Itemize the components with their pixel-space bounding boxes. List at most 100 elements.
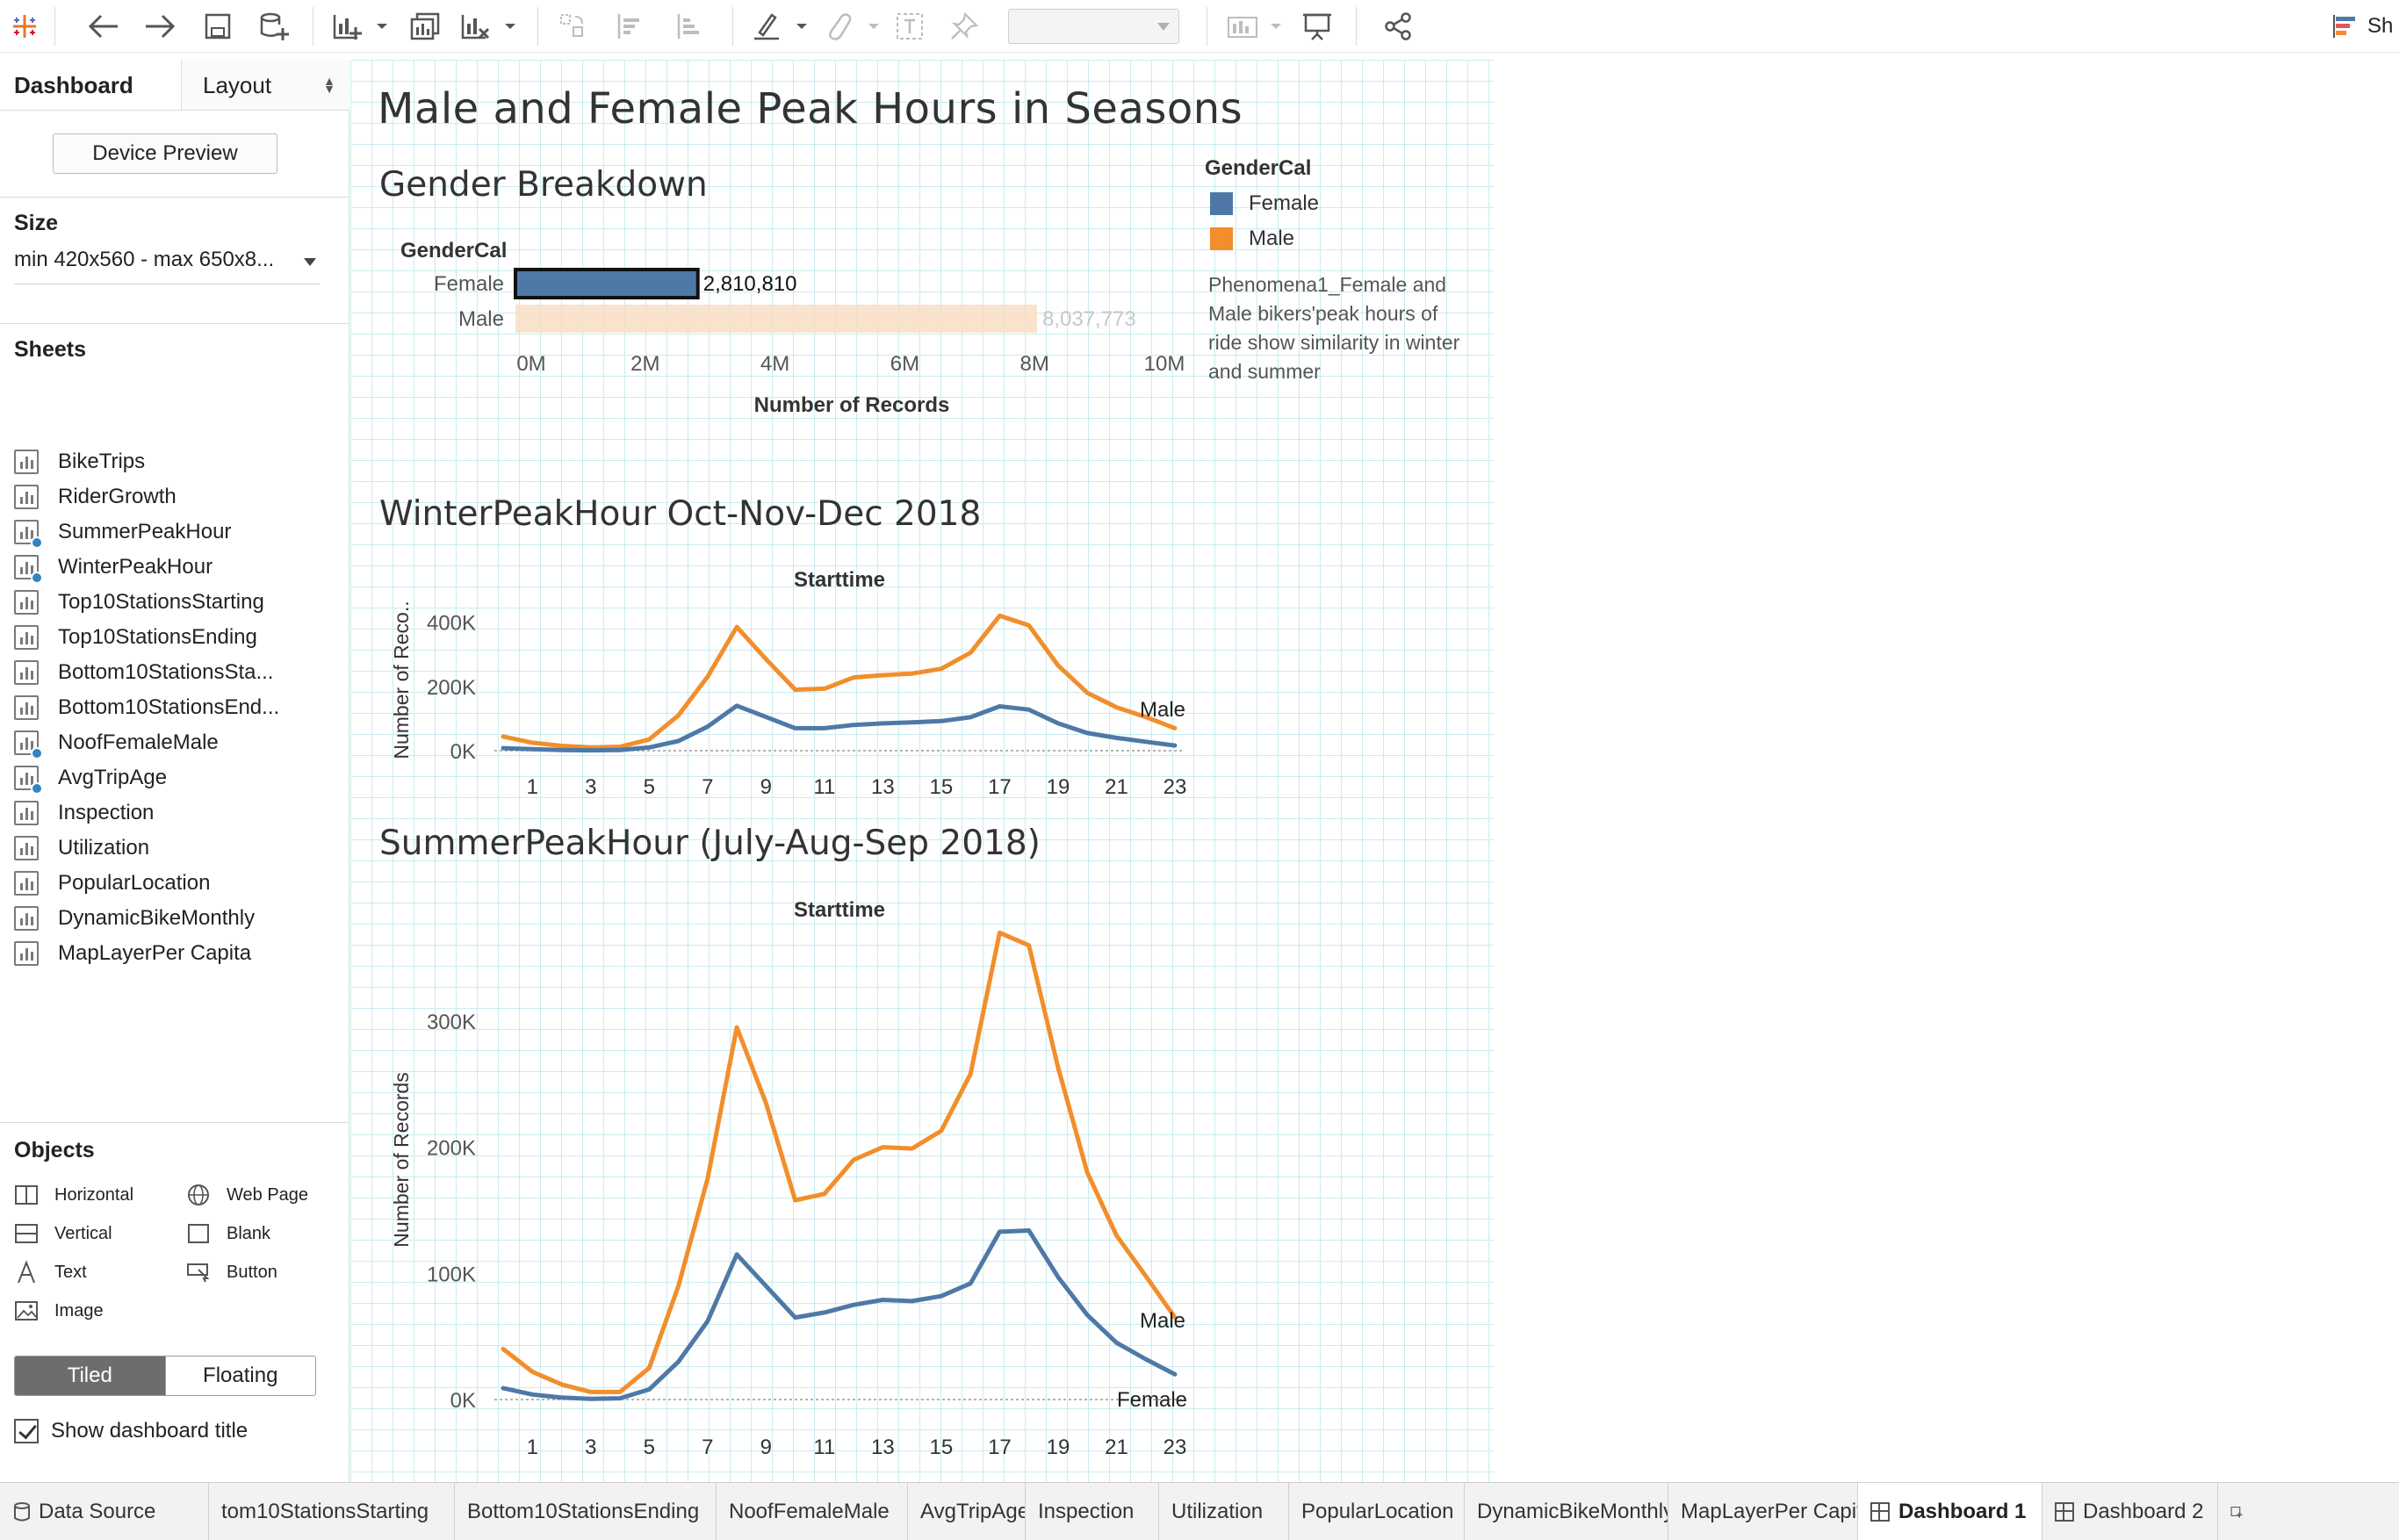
sheet-tab[interactable]: DynamicBikeMonthly — [1465, 1483, 1668, 1540]
worksheet-icon — [14, 801, 39, 825]
new-worksheet-icon[interactable] — [328, 7, 395, 46]
object-label: Image — [54, 1300, 104, 1321]
sheet-tab[interactable]: tom10StationsStarting — [209, 1483, 455, 1540]
sheet-tab[interactable]: NoofFemaleMale — [717, 1483, 908, 1540]
series-line-female — [501, 1228, 1178, 1401]
tableau-logo-icon[interactable] — [5, 7, 44, 46]
sheet-item[interactable]: Utilization — [14, 832, 149, 864]
sheet-tab[interactable]: Dashboard 1 — [1858, 1483, 2042, 1540]
sheet-tab-label: NoofFemaleMale — [729, 1500, 890, 1523]
sheet-item[interactable]: NoofFemaleMale — [14, 727, 219, 759]
sheet-tab-label: Dashboard 2 — [2083, 1500, 2204, 1523]
y-axis-title: Number of Records — [390, 1072, 413, 1247]
legend-item-female[interactable]: Female — [1210, 191, 1319, 216]
forward-arrow-icon[interactable] — [140, 7, 179, 46]
dashboard-title: Male and Female Peak Hours in Seasons — [378, 84, 1243, 133]
x-tick-label: 5 — [644, 775, 655, 799]
x-tick-label: 23 — [1163, 775, 1187, 799]
sheet-item[interactable]: Inspection — [14, 797, 154, 829]
show-me-bars-icon — [2333, 15, 2355, 38]
sheet-item[interactable]: DynamicBikeMonthly — [14, 903, 255, 934]
sheet-item[interactable]: Bottom10StationsSta... — [14, 657, 273, 688]
show-title-checkbox[interactable] — [14, 1419, 39, 1443]
y-tick-label: 200K — [427, 1137, 476, 1161]
sheet-tabs-bar: Data Source tom10StationsStarting Bottom10… — [0, 1482, 2399, 1540]
tab-dashboard[interactable]: Dashboard — [14, 72, 133, 98]
sheet-item[interactable]: SummerPeakHour — [14, 516, 232, 549]
object-image[interactable]: Image — [14, 1296, 104, 1326]
size-dropdown[interactable]: min 420x560 - max 650x8... — [14, 248, 320, 284]
sort-descending-icon — [669, 7, 708, 46]
sheet-tab[interactable]: Bottom10StationsEnding — [455, 1483, 717, 1540]
empty-area — [1494, 60, 2399, 1482]
device-preview-button[interactable]: Device Preview — [53, 133, 277, 174]
bar-x-tick: 0M — [516, 352, 545, 376]
object-vertical[interactable]: Vertical — [14, 1219, 112, 1249]
clear-sheet-icon[interactable] — [457, 7, 523, 46]
sheet-item[interactable]: Bottom10StationsEnd... — [14, 692, 279, 723]
sheet-item[interactable]: Top10StationsStarting — [14, 586, 264, 618]
sheet-tab[interactable]: Dashboard 2 — [2042, 1483, 2218, 1540]
new-sheet-button[interactable] — [2218, 1483, 2255, 1540]
share-icon[interactable] — [1379, 7, 1417, 46]
fit-dropdown[interactable] — [1008, 9, 1179, 44]
sheet-label: Utilization — [58, 836, 150, 860]
sheet-tab[interactable]: Utilization — [1159, 1483, 1289, 1540]
object-web-page[interactable]: Web Page — [186, 1180, 308, 1210]
sheet-tab[interactable]: Data Source — [0, 1483, 209, 1540]
y-tick-label: 300K — [427, 1011, 476, 1034]
new-data-source-icon[interactable] — [255, 7, 293, 46]
sheet-tab[interactable]: AvgTripAge — [908, 1483, 1026, 1540]
object-blank[interactable]: Blank — [186, 1219, 270, 1249]
attach-clip-icon — [820, 7, 887, 46]
sheet-item[interactable]: BikeTrips — [14, 446, 145, 478]
legend-item-male[interactable]: Male — [1210, 227, 1294, 251]
bar-category-label: Male — [458, 307, 504, 331]
sheet-label: BikeTrips — [58, 450, 146, 473]
highlight-pen-icon[interactable] — [748, 7, 815, 46]
bar-row-header: GenderCal — [400, 239, 507, 263]
sheet-label: SummerPeakHour — [58, 520, 232, 543]
object-label: Blank — [227, 1223, 271, 1243]
worksheet-icon — [14, 555, 43, 584]
sheet-item[interactable]: RiderGrowth — [14, 481, 177, 513]
sheet-label: WinterPeakHour — [58, 555, 213, 579]
tiled-button[interactable]: Tiled — [15, 1356, 165, 1395]
sheet-tab[interactable]: MapLayerPer Capita — [1668, 1483, 1858, 1540]
worksheet-icon — [14, 906, 39, 931]
chevron-down-icon — [304, 258, 316, 266]
summer-end-label-female: Female — [1117, 1388, 1187, 1412]
sheet-item[interactable]: PopularLocation — [14, 867, 210, 899]
object-label: Button — [227, 1262, 277, 1282]
sheet-label: PopularLocation — [58, 871, 211, 895]
show-me-button[interactable]: Sh — [2332, 11, 2393, 42]
floating-button[interactable]: Floating — [164, 1356, 315, 1395]
object-label: Web Page — [227, 1184, 309, 1205]
summer-end-label-male: Male — [1140, 1309, 1185, 1333]
presentation-mode-icon[interactable] — [1298, 7, 1336, 46]
object-button[interactable]: Button — [186, 1257, 277, 1287]
tab-layout[interactable]: Layout ▲ ▼ — [181, 60, 349, 111]
object-text[interactable]: Text — [14, 1257, 87, 1287]
database-icon — [12, 1501, 32, 1522]
sheet-tab-label: DynamicBikeMonthly — [1477, 1500, 1668, 1523]
sheet-tab[interactable]: PopularLocation — [1289, 1483, 1465, 1540]
x-tick-label: 5 — [644, 1436, 655, 1459]
duplicate-sheet-icon[interactable] — [406, 7, 444, 46]
sheet-item[interactable]: Top10StationsEnding — [14, 622, 257, 653]
phenomena-note: Phenomena1_Female and Male bikers'peak h… — [1208, 273, 1460, 383]
sheet-item[interactable]: AvgTripAge — [14, 762, 167, 795]
back-arrow-icon[interactable] — [84, 7, 123, 46]
show-me-icon — [1222, 7, 1289, 46]
save-icon[interactable] — [198, 7, 237, 46]
show-title-option[interactable]: Show dashboard title — [14, 1419, 248, 1443]
sheet-label: Top10StationsEnding — [58, 625, 257, 649]
object-horizontal[interactable]: Horizontal — [14, 1180, 133, 1210]
x-tick-label: 3 — [585, 775, 596, 799]
sheet-item[interactable]: WinterPeakHour — [14, 551, 213, 584]
sheet-tab[interactable]: Inspection — [1026, 1483, 1159, 1540]
sheet-item[interactable]: MapLayerPer Capita — [14, 938, 251, 969]
bar-category-label: Female — [434, 272, 504, 296]
y-tick-label: 0K — [450, 740, 476, 764]
legend-swatch-female — [1210, 192, 1233, 215]
